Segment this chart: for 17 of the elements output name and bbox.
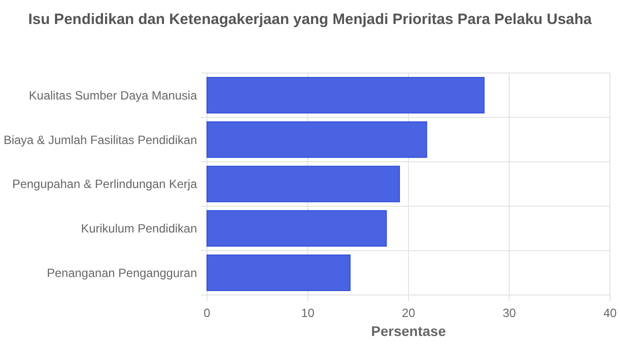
- y-tick-label: Pengupahan & Perlindungan Kerja: [12, 177, 198, 192]
- bar: [206, 254, 351, 292]
- x-tick-label: 0: [204, 306, 211, 320]
- x-tick-label: 30: [502, 306, 516, 320]
- y-tick-label: Kurikulum Pendidikan: [80, 222, 197, 236]
- chart-title: Isu Pendidikan dan Ketenagakerjaan yang Menjadi Prioritas Para Pelaku Usaha: [28, 11, 592, 28]
- y-tick-label: Kualitas Sumber Daya Manusia: [28, 88, 198, 102]
- y-tick-label: Penanganan Pengangguran: [46, 266, 197, 280]
- bar: [206, 76, 485, 114]
- bar: [206, 210, 387, 247]
- bar: [206, 166, 400, 202]
- x-tick-label: 20: [402, 306, 416, 320]
- bar: [206, 121, 428, 158]
- x-tick-label: 10: [301, 306, 315, 320]
- x-axis-title: Persentase: [371, 323, 446, 339]
- x-tick-label: 40: [603, 306, 617, 320]
- y-tick-label: Biaya & Jumlah Fasilitas Pendidikan: [4, 132, 197, 147]
